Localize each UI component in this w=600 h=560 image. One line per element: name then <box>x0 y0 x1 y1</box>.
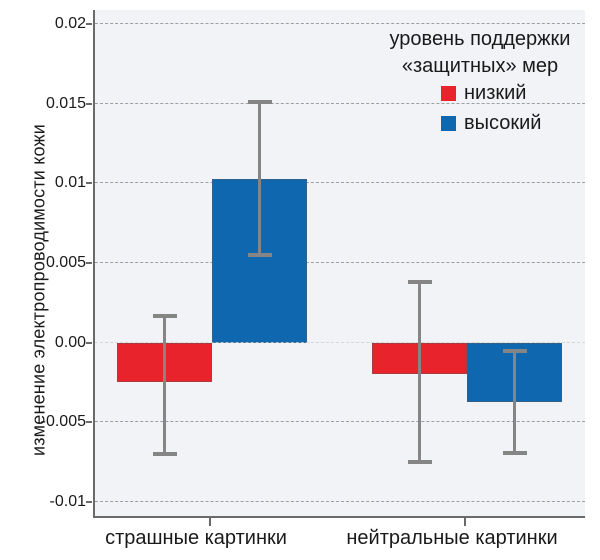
legend-title-line-2: «защитных» мер <box>401 55 559 77</box>
error-bar-line <box>513 350 516 453</box>
plot-area <box>93 10 585 518</box>
legend-swatch-red <box>441 85 456 101</box>
legend-item-label-high: высокий <box>464 112 542 134</box>
error-bar-cap-top <box>247 100 272 105</box>
legend-items: низкий высокий <box>441 82 541 142</box>
legend-title: уровень поддержки «защитных» мер <box>375 26 585 80</box>
gridline <box>95 261 585 263</box>
y-tick-label: 0.015 <box>45 94 86 112</box>
y-tick-label: -0.005 <box>40 413 86 431</box>
legend: уровень поддержки «защитных» мер низкий … <box>375 26 585 134</box>
error-bar-cap-top <box>502 348 527 353</box>
y-tick-mark <box>86 341 92 344</box>
y-tick-label: 0.01 <box>54 174 86 192</box>
error-bar-cap-top <box>407 280 432 285</box>
error-bar-line <box>418 282 421 463</box>
legend-item-high: высокий <box>441 112 541 134</box>
x-category-label-neutral: нейтральные картинки <box>346 527 558 549</box>
gridline <box>95 421 585 423</box>
error-bar-cap-bottom <box>247 252 272 257</box>
y-tick-mark <box>86 23 92 26</box>
gridline <box>95 500 585 502</box>
y-tick-label: 0.02 <box>54 15 86 33</box>
x-tick-mark-cat1 <box>464 518 466 526</box>
error-bar-cap-bottom <box>407 460 432 465</box>
legend-swatch-blue <box>441 115 456 131</box>
error-bar-cap-bottom <box>152 452 177 457</box>
error-bar-cap-top <box>152 313 177 318</box>
legend-item-low: низкий <box>441 82 541 104</box>
error-bar-cap-bottom <box>502 450 527 455</box>
x-tick-mark-cat0 <box>209 518 211 526</box>
gridline <box>95 182 585 184</box>
error-bar-line <box>163 315 166 455</box>
y-tick-mark <box>86 500 92 503</box>
y-tick-mark <box>86 261 92 264</box>
x-category-label-scary: страшные картинки <box>105 527 287 549</box>
gridline <box>95 23 585 25</box>
y-tick-label: 0.005 <box>45 253 86 271</box>
error-bar-line <box>258 102 261 255</box>
y-tick-mark <box>86 102 92 105</box>
y-tick-label: -0.01 <box>49 492 86 510</box>
gridline <box>95 102 585 104</box>
legend-title-line-1: уровень поддержки <box>389 28 571 50</box>
y-tick-mark <box>86 421 92 424</box>
y-tick-mark <box>86 182 92 185</box>
zero-gridline-overlay <box>95 341 585 343</box>
y-tick-label: 0.00 <box>54 333 86 351</box>
legend-item-label-low: низкий <box>464 82 527 104</box>
